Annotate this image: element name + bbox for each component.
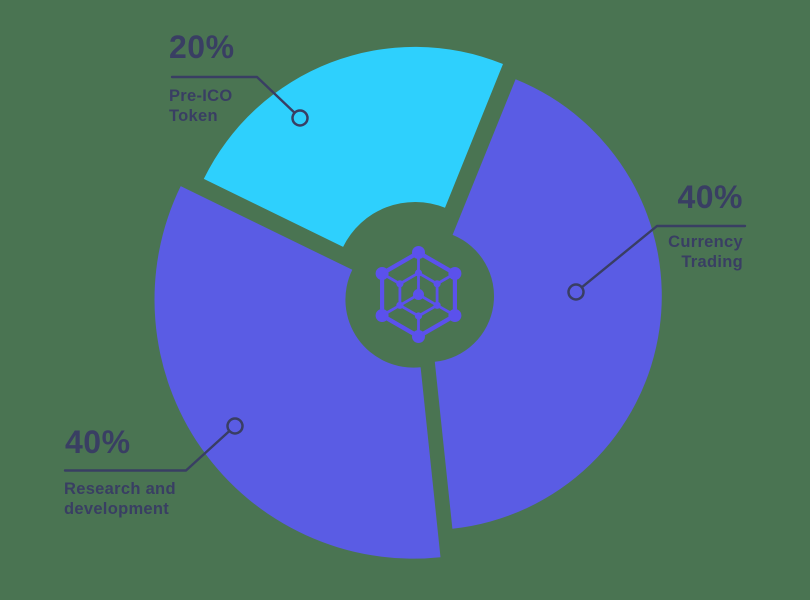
icon-center-node (413, 289, 424, 300)
label-line-1: Research and (64, 480, 176, 498)
icon-outer-node (375, 309, 389, 322)
icon-inner-node (414, 312, 423, 320)
label-line-1: Pre-ICO (169, 87, 233, 105)
icon-outer-node (448, 309, 462, 322)
callout-marker-research (226, 417, 244, 435)
icon-inner-node (433, 301, 441, 309)
icon-outer-node (375, 267, 389, 280)
icon-inner-node (414, 269, 423, 277)
percent-label-research-development: 40% (65, 424, 131, 460)
pie-slice-research (154, 186, 441, 559)
icon-inner-node (396, 301, 404, 309)
icon-inner-node (433, 280, 441, 288)
label-line-2: development (64, 499, 170, 518)
callout-line-research (63, 429, 231, 472)
slice-label-pre-ico-token: Pre-ICO Token (169, 87, 233, 126)
icon-outer-node (412, 330, 425, 343)
blockchain-cube-icon (375, 246, 462, 343)
percent-label-pre-ico-token: 20% (169, 29, 235, 65)
callout-marker-pre-ico (291, 109, 309, 127)
icon-outer-node (412, 246, 425, 259)
label-line-1: Currency (668, 233, 743, 251)
pie-slice-currency (434, 79, 662, 529)
callout-marker-currency (567, 283, 585, 301)
slice-label-currency-trading: Currency Trading (668, 233, 743, 272)
icon-inner-node (396, 280, 404, 288)
label-line-2: Token (169, 106, 218, 125)
callout-line-currency (580, 224, 747, 289)
label-line-2: Trading (681, 252, 743, 271)
percent-label-currency-trading: 40% (677, 179, 743, 215)
icon-outer-node (448, 267, 462, 280)
callout-line-pre-ico (170, 75, 296, 115)
slice-label-research-development: Research and development (64, 480, 176, 519)
